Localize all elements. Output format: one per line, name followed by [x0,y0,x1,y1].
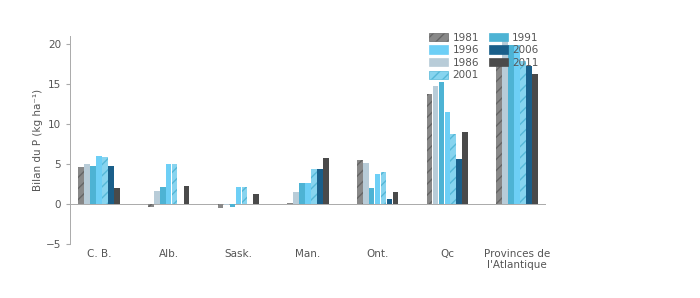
Bar [496,62,502,204]
Bar [114,188,120,204]
Bar [520,61,526,204]
Bar [166,164,172,204]
Bar [369,188,375,204]
Bar [97,156,102,204]
Bar [514,45,519,204]
Bar [154,191,160,204]
Bar [317,169,323,204]
Bar [323,158,328,204]
Bar [503,40,508,204]
Bar [462,132,468,204]
Bar [439,82,444,204]
Bar [230,204,235,207]
Bar [312,169,316,204]
Bar [241,187,247,204]
Bar [172,164,177,204]
Legend: 1981, 1996, 1986, 2001, 1991, 2006, 2011: 1981, 1996, 1986, 2001, 1991, 2006, 2011 [428,30,541,83]
Bar [375,174,380,204]
Bar [444,112,450,204]
Bar [102,157,108,204]
Bar [90,166,96,204]
Bar [508,45,514,204]
Bar [300,183,304,204]
Bar [224,204,229,205]
Bar [451,134,456,204]
Bar [218,204,223,208]
Bar [305,183,311,204]
Bar [85,164,90,204]
Bar [160,187,165,204]
Bar [381,172,386,204]
Bar [108,166,113,204]
Bar [456,159,462,204]
Bar [78,167,84,204]
Bar [357,160,363,204]
Y-axis label: Bilan du P (kg ha⁻¹): Bilan du P (kg ha⁻¹) [33,89,43,191]
Bar [148,204,154,207]
Bar [433,86,438,204]
Bar [236,187,241,204]
Bar [526,66,531,204]
Bar [293,192,299,204]
Bar [393,192,398,204]
Bar [532,74,538,204]
Bar [183,186,189,204]
Bar [427,94,433,204]
Bar [363,163,369,204]
Bar [253,194,259,204]
Bar [387,199,392,204]
